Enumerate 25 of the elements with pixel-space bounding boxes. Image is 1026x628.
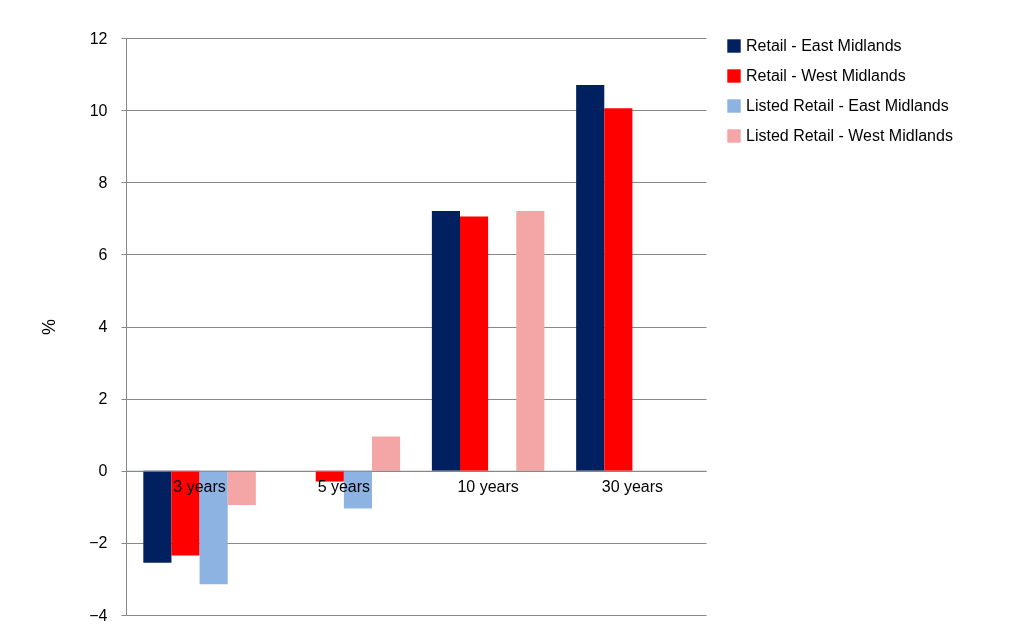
y-tick-label: 12 — [89, 29, 108, 47]
y-axis-title: % — [39, 318, 60, 336]
bar — [576, 84, 605, 471]
bar — [604, 108, 633, 471]
legend-label: Listed Retail - East Midlands — [746, 97, 949, 114]
y-tick-label: 10 — [89, 101, 108, 119]
y-tick-label: 4 — [98, 318, 108, 335]
x-tick-label: 5 years — [317, 478, 371, 496]
bar — [227, 470, 256, 506]
bar — [516, 211, 545, 471]
y-tick-label: −4 — [89, 606, 108, 624]
y-tick-label: 2 — [98, 390, 108, 408]
x-tick-label: 10 years — [457, 478, 519, 496]
bar — [143, 470, 172, 563]
legend-label: Retail - West Midlands — [746, 67, 906, 84]
bar — [460, 216, 489, 471]
y-tick-label: 8 — [98, 173, 108, 191]
y-tick-label: −2 — [89, 534, 108, 552]
bar — [431, 211, 460, 471]
y-tick-label: 6 — [98, 245, 108, 263]
bar — [372, 436, 401, 471]
x-tick-label: 30 years — [601, 478, 664, 496]
legend-label: Listed Retail - West Midlands — [746, 127, 953, 144]
legend-label: Retail - East Midlands — [746, 37, 902, 54]
y-tick-label: 0 — [98, 462, 108, 480]
